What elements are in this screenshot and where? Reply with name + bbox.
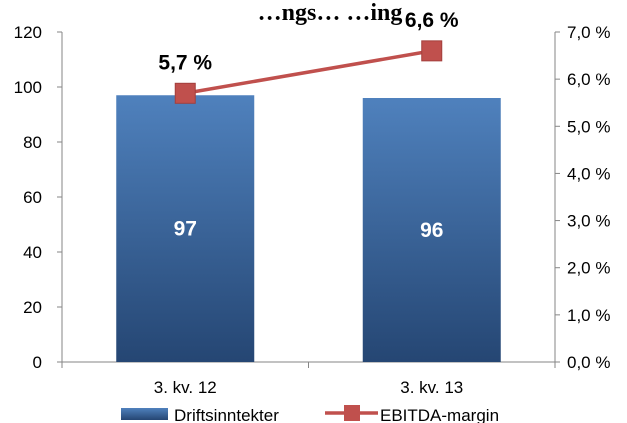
left-axis-tick-label: 20 xyxy=(23,298,42,317)
ebitda-value-label: 5,7 % xyxy=(158,51,212,74)
category-labels: 3. kv. 12 3. kv. 13 xyxy=(154,378,464,397)
bar-value-label: 97 xyxy=(174,218,197,241)
legend-marker-swatch xyxy=(344,405,360,421)
bars: 97 96 xyxy=(116,95,501,362)
left-axis-tick-label: 100 xyxy=(14,78,42,97)
left-axis-tick-label: 80 xyxy=(23,133,42,152)
right-axis-tick-label: 4,0 % xyxy=(567,164,610,183)
ebitda-value-label: 6,6 % xyxy=(405,9,459,32)
bar-value-label: 96 xyxy=(420,219,443,242)
legend-label: EBITDA-margin xyxy=(380,406,499,423)
legend: Driftsinntekter EBITDA-margin xyxy=(121,405,499,423)
ebitda-point xyxy=(421,40,443,62)
legend-label: Driftsinntekter xyxy=(174,406,279,423)
legend-bar-swatch xyxy=(121,408,168,420)
ebitda-line-path xyxy=(184,49,433,96)
left-axis-tick-label: 120 xyxy=(14,23,42,42)
bar xyxy=(362,98,501,362)
left-axis-tick-label: 60 xyxy=(23,188,42,207)
category-label: 3. kv. 12 xyxy=(154,378,217,397)
bar xyxy=(116,95,255,362)
category-label: 3. kv. 13 xyxy=(400,378,463,397)
ebitda-line: 5,7 % 6,6 % xyxy=(158,9,459,104)
right-axis-tick-label: 1,0 % xyxy=(567,306,610,325)
right-axis-tick-label: 2,0 % xyxy=(567,259,610,278)
right-axis-tick-label: 6,0 % xyxy=(567,70,610,89)
right-axis-tick-label: 0,0 % xyxy=(567,353,610,372)
left-axis: 0 20 40 60 80 100 120 xyxy=(14,23,62,372)
right-axis-tick-label: 5,0 % xyxy=(567,117,610,136)
ebitda-point xyxy=(174,82,196,104)
left-axis-tick-label: 0 xyxy=(33,353,42,372)
right-axis-tick-label: 7,0 % xyxy=(567,23,610,42)
left-axis-tick-label: 40 xyxy=(23,243,42,262)
right-axis-tick-label: 3,0 % xyxy=(567,212,610,231)
right-axis: 0,0 % 1,0 % 2,0 % 3,0 % 4,0 % 5,0 % 6,0 % 7,0 % xyxy=(555,23,610,372)
chart-title: …ngs… …ing xyxy=(258,0,403,26)
